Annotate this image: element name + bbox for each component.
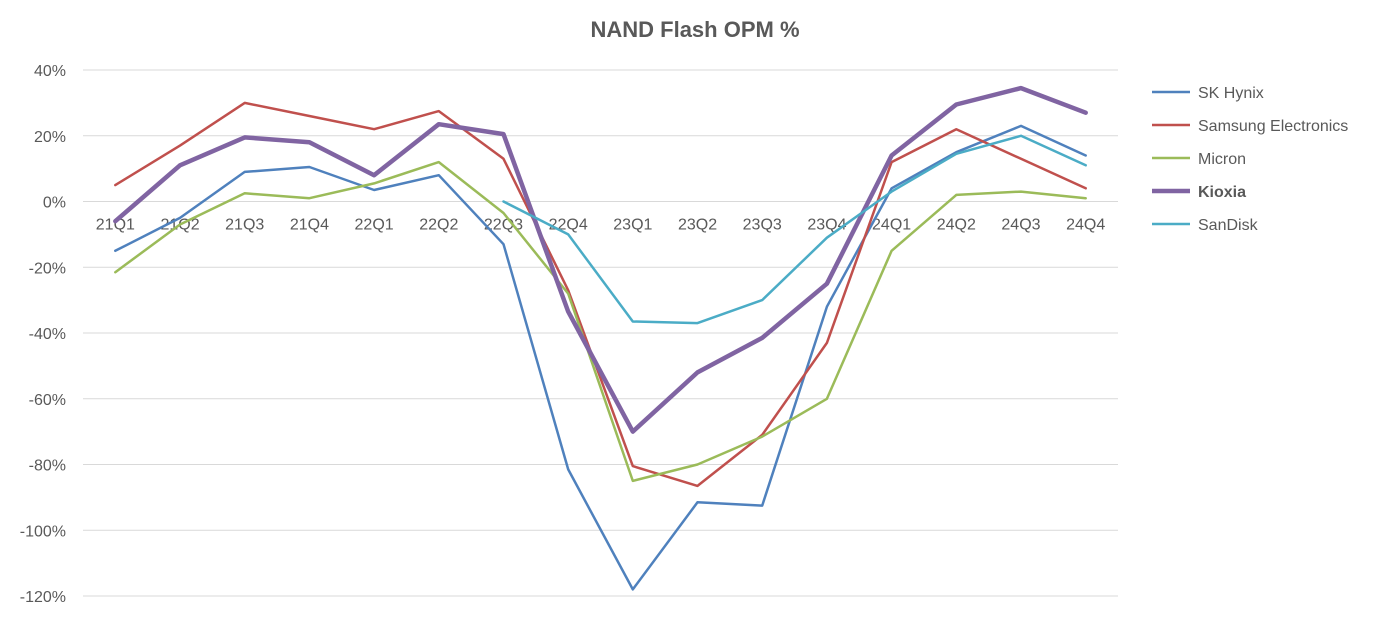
series-line-micron bbox=[114, 160, 1087, 483]
x-tick-label: 21Q3 bbox=[225, 217, 264, 234]
x-tick-label: 23Q3 bbox=[743, 217, 782, 234]
x-tick-label: 22Q1 bbox=[355, 217, 394, 234]
series-line-sk-hynix bbox=[114, 124, 1087, 591]
series-line-kioxia bbox=[113, 85, 1088, 434]
y-tick-label: -120% bbox=[20, 589, 66, 606]
y-tick-label: -40% bbox=[29, 326, 66, 343]
y-tick-label: -60% bbox=[29, 392, 66, 409]
x-tick-label: 23Q2 bbox=[678, 217, 717, 234]
legend-label-kioxia: Kioxia bbox=[1198, 184, 1246, 201]
x-tick-label: 22Q2 bbox=[419, 217, 458, 234]
x-tick-label: 24Q1 bbox=[872, 217, 911, 234]
legend-label-micron: Micron bbox=[1198, 151, 1246, 168]
x-tick-label: 24Q4 bbox=[1066, 217, 1105, 234]
legend-label-samsung-electronics: Samsung Electronics bbox=[1198, 118, 1348, 135]
x-tick-label: 24Q2 bbox=[937, 217, 976, 234]
legend: SK Hynix Samsung Electronics Micron Kioxia S… bbox=[1152, 85, 1348, 234]
y-tick-label: -100% bbox=[20, 523, 66, 540]
legend-label-sandisk: SanDisk bbox=[1198, 217, 1259, 234]
x-tick-label: 24Q3 bbox=[1001, 217, 1040, 234]
y-tick-label: 40% bbox=[34, 63, 66, 80]
y-tick-label: 20% bbox=[34, 129, 66, 146]
series-lines bbox=[113, 85, 1088, 591]
x-tick-label: 21Q4 bbox=[290, 217, 329, 234]
x-tick-label: 23Q1 bbox=[613, 217, 652, 234]
y-tick-label: -20% bbox=[29, 260, 66, 277]
y-tick-label: -80% bbox=[29, 458, 66, 475]
x-tick-label: 22Q4 bbox=[549, 217, 588, 234]
x-tick-label: 22Q3 bbox=[484, 217, 523, 234]
chart-title: NAND Flash OPM % bbox=[590, 17, 799, 42]
y-tick-label: 0% bbox=[43, 195, 66, 212]
series-line-samsung-electronics bbox=[114, 101, 1087, 488]
y-axis: 40% 20% 0% -20% -40% -60% -80% -100% -120% bbox=[20, 63, 66, 606]
gridlines bbox=[83, 69, 1118, 597]
series-line-sandisk bbox=[502, 134, 1087, 325]
x-tick-label: 23Q4 bbox=[807, 217, 846, 234]
x-tick-label: 21Q1 bbox=[96, 217, 135, 234]
x-axis: 21Q1 21Q2 21Q3 21Q4 22Q1 22Q2 22Q3 22Q4 23Q1 23Q2… bbox=[96, 217, 1106, 234]
legend-label-sk-hynix: SK Hynix bbox=[1198, 85, 1264, 102]
